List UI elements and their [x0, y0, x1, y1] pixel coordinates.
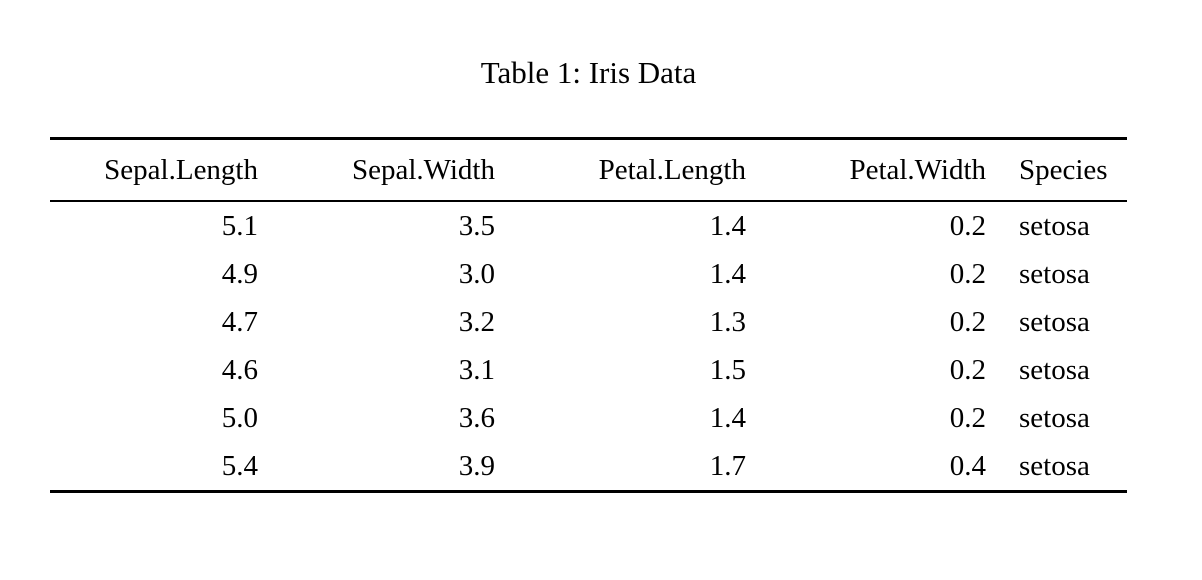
iris-data-table: Sepal.Length Sepal.Width Petal.Length Pe…	[50, 137, 1127, 493]
table-cell: 1.4	[709, 401, 746, 434]
table-cell: setosa	[1019, 401, 1090, 434]
table-cell: setosa	[1019, 209, 1090, 242]
table-cell: 0.2	[949, 353, 986, 386]
table-cell: 0.2	[949, 401, 986, 434]
column-header-species: Species	[986, 138, 1127, 202]
table-cell: 1.3	[709, 305, 746, 338]
table-cell: 1.5	[709, 353, 746, 386]
table-caption: Table 1: Iris Data	[480, 55, 697, 90]
table-cell: setosa	[1019, 353, 1090, 386]
table-row: 5.0 3.6 1.4 0.2 setosa	[50, 394, 1127, 442]
table-row: 5.4 3.9 1.7 0.4 setosa	[50, 442, 1127, 492]
table-cell: 4.9	[221, 257, 258, 290]
column-header-sepal-length: Sepal.Length	[50, 138, 258, 202]
table-cell: 0.4	[949, 449, 986, 482]
column-header-sepal-width: Sepal.Width	[258, 138, 495, 202]
table-cell: 0.2	[949, 209, 986, 242]
table-cell: setosa	[1019, 305, 1090, 338]
header-row: Sepal.Length Sepal.Width Petal.Length Pe…	[50, 138, 1127, 202]
table-cell: 3.5	[458, 209, 495, 242]
column-header-petal-width: Petal.Width	[746, 138, 986, 202]
table-cell: 3.0	[458, 257, 495, 290]
table-cell: 3.9	[458, 449, 495, 482]
table-cell: 1.4	[709, 257, 746, 290]
table-row: 4.9 3.0 1.4 0.2 setosa	[50, 250, 1127, 298]
table-cell: setosa	[1019, 449, 1090, 482]
table-row: 5.1 3.5 1.4 0.2 setosa	[50, 201, 1127, 250]
table-cell: 3.6	[458, 401, 495, 434]
table-cell: 4.6	[221, 353, 258, 386]
table-cell: 5.0	[221, 401, 258, 434]
table-cell: 3.1	[458, 353, 495, 386]
table-row: 4.6 3.1 1.5 0.2 setosa	[50, 346, 1127, 394]
table-cell: 5.4	[221, 449, 258, 482]
table-cell: 5.1	[221, 209, 258, 242]
table-cell: 0.2	[949, 257, 986, 290]
table-cell: 0.2	[949, 305, 986, 338]
table-cell: 4.7	[221, 305, 258, 338]
table-cell: 3.2	[458, 305, 495, 338]
table-cell: 1.7	[709, 449, 746, 482]
table-row: 4.7 3.2 1.3 0.2 setosa	[50, 298, 1127, 346]
table-cell: 1.4	[709, 209, 746, 242]
column-header-petal-length: Petal.Length	[495, 138, 746, 202]
table-cell: setosa	[1019, 257, 1090, 290]
